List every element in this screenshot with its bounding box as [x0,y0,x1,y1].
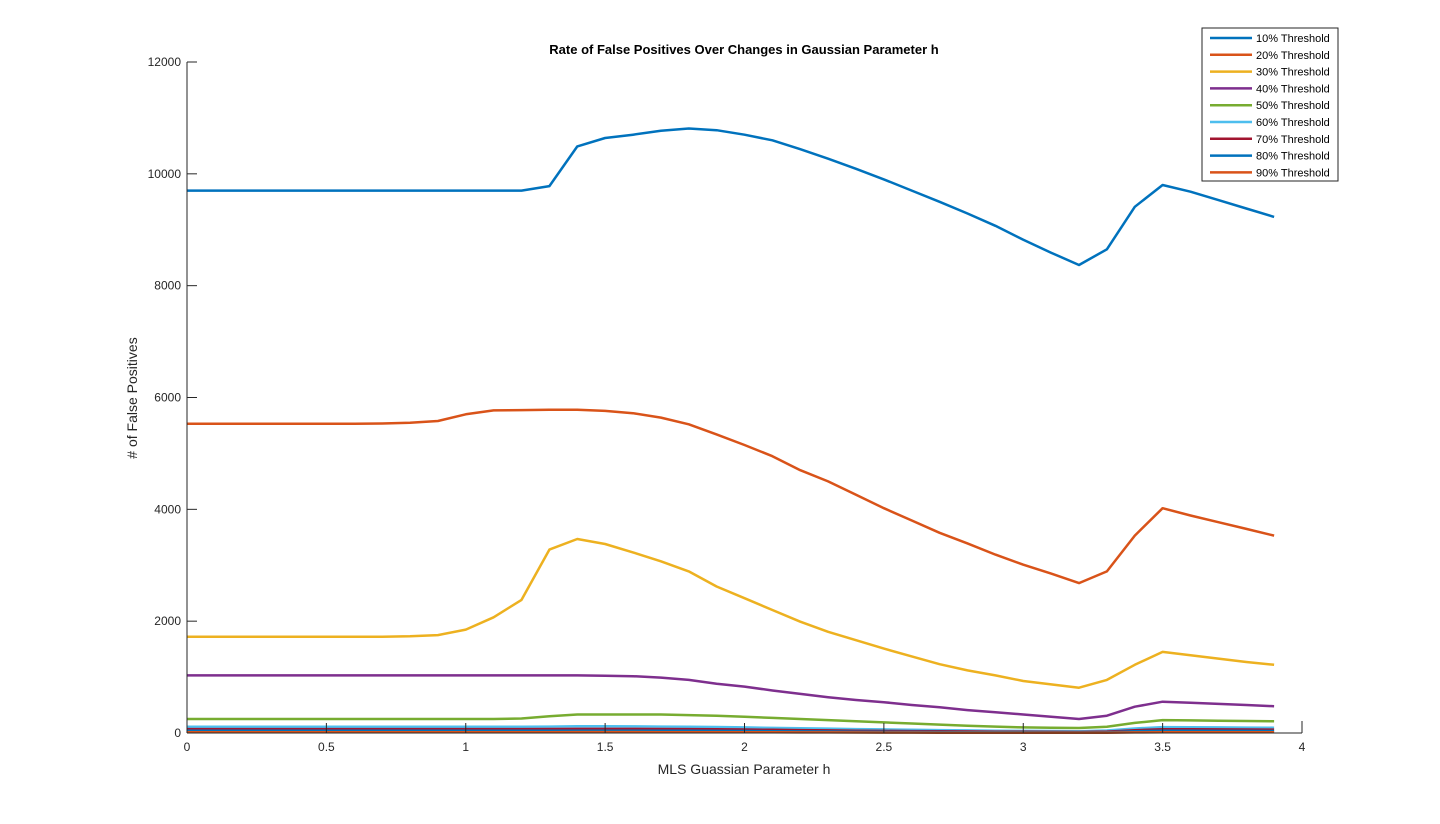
y-tick-label: 0 [174,726,181,740]
legend-label: 40% Threshold [1256,83,1330,95]
x-tick-label: 2 [741,740,748,754]
series-line-5 [187,713,1275,730]
legend-items: 10% Threshold 20% Threshold 30% Threshold 4… [1210,33,1330,179]
x-axis-title: MLS Guassian Parameter h [658,761,831,777]
x-tick-label: 0 [184,740,191,754]
y-tick-label: 12000 [148,55,182,69]
y-tick-label: 8000 [154,279,181,293]
legend-label: 70% Threshold [1256,134,1330,146]
y-tick-label: 2000 [154,614,181,628]
legend-label: 20% Threshold [1256,50,1330,62]
x-tick-label: 1.5 [597,740,614,754]
y-tick-label: 4000 [154,502,181,516]
x-tick-label: 3.5 [1154,740,1171,754]
x-tick-label: 0.5 [318,740,335,754]
series-line-1 [187,127,1275,267]
ticks-layer: 0 0.5 1 1.5 2 2.5 3 3.5 4 0 2000 4000 6000 8000 10000 1… [148,55,1306,754]
x-tick-label: 2.5 [876,740,893,754]
series-layer [187,127,1275,735]
legend-label: 30% Threshold [1256,67,1330,79]
legend: 10% Threshold 20% Threshold 30% Threshold 4… [1201,27,1339,182]
x-tick-label: 4 [1299,740,1306,754]
x-tick-label: 1 [462,740,469,754]
y-tick-label: 10000 [148,167,182,181]
legend-label: 60% Threshold [1256,117,1330,129]
legend-label: 80% Threshold [1256,151,1330,163]
series-line-3 [187,537,1275,689]
series-line-4 [187,674,1275,721]
y-axis-title: # of False Positives [124,337,140,458]
axes-box [187,62,1302,733]
legend-label: 50% Threshold [1256,100,1330,112]
y-tick-label: 6000 [154,391,181,405]
series-line-2 [187,408,1275,585]
legend-label: 90% Threshold [1256,167,1330,179]
x-tick-label: 3 [1020,740,1027,754]
chart-title: Rate of False Positives Over Changes in … [549,42,938,57]
plot-area [187,62,1302,733]
legend-label: 10% Threshold [1256,33,1330,45]
